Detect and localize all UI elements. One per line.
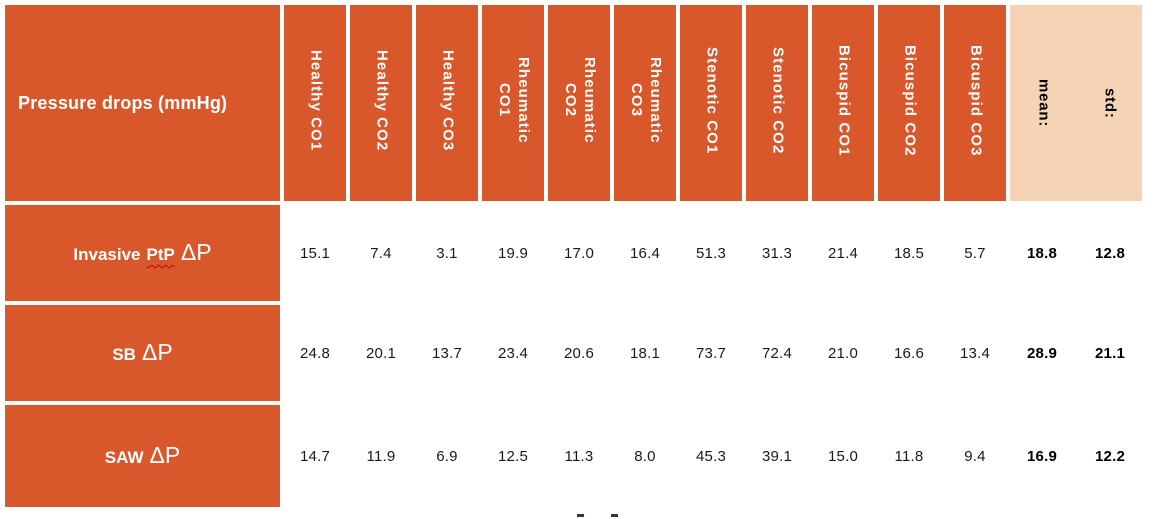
header-row: Pressure drops (mmHg) Healthy CO1 Health… xyxy=(5,5,1142,201)
value-cell: 18.1 xyxy=(614,305,676,401)
value-cell: 15.0 xyxy=(812,405,874,507)
mean-value-cell: 18.8 xyxy=(1010,205,1074,301)
value-cell: 15.1 xyxy=(284,205,346,301)
std-value-cell: 12.8 xyxy=(1078,205,1142,301)
value-cell: 31.3 xyxy=(746,205,808,301)
delta-p-symbol: ΔP xyxy=(149,442,181,468)
row-label-sb: SB ΔP xyxy=(5,305,280,401)
value-cell: 21.4 xyxy=(812,205,874,301)
table-row-saw: SAW ΔP 14.7 11.9 6.9 12.5 11.3 8.0 45.3 … xyxy=(5,405,1142,507)
value-cell: 12.5 xyxy=(482,405,544,507)
column-header-label: Bicuspid CO2 xyxy=(901,44,919,157)
value-cell: 17.0 xyxy=(548,205,610,301)
value-cell: 13.7 xyxy=(416,305,478,401)
column-header-bicuspid-co3: Bicuspid CO3 xyxy=(944,5,1006,201)
delta-p-symbol: ΔP xyxy=(180,239,212,265)
column-header-label: Rheumatic CO3 xyxy=(628,57,664,144)
column-header-label: Healthy CO2 xyxy=(373,49,391,152)
value-cell: 3.1 xyxy=(416,205,478,301)
value-cell: 45.3 xyxy=(680,405,742,507)
value-cell: 20.1 xyxy=(350,305,412,401)
column-header-label: Stenotic CO1 xyxy=(703,46,721,155)
column-header-healthy-co3: Healthy CO3 xyxy=(416,5,478,201)
value-cell: 5.7 xyxy=(944,205,1006,301)
column-header-label: Rheumatic CO2 xyxy=(562,57,598,144)
table-title: Pressure drops (mmHg) xyxy=(18,92,228,113)
caption-text-fragment xyxy=(611,514,618,517)
value-cell: 16.4 xyxy=(614,205,676,301)
value-cell: 24.8 xyxy=(284,305,346,401)
stat-header-cell: mean: std: xyxy=(1010,5,1142,201)
column-header-healthy-co1: Healthy CO1 xyxy=(284,5,346,201)
column-header-stenotic-co1: Stenotic CO1 xyxy=(680,5,742,201)
row-label-saw: SAW ΔP xyxy=(5,405,280,507)
value-cell: 20.6 xyxy=(548,305,610,401)
row-label-wrap: SB ΔP xyxy=(5,341,280,365)
mean-header: mean: xyxy=(1035,78,1053,128)
column-header-label: Healthy CO1 xyxy=(307,49,325,152)
column-header-rheumatic-co3: Rheumatic CO3 xyxy=(614,5,676,201)
column-header-label: Healthy CO3 xyxy=(439,49,457,152)
value-cell: 8.0 xyxy=(614,405,676,507)
stat-header-wrap: mean: std: xyxy=(1010,79,1142,127)
std-value-cell: 12.2 xyxy=(1078,405,1142,507)
column-header-label: Bicuspid CO1 xyxy=(835,44,853,157)
std-header: std: xyxy=(1101,87,1119,119)
row-label-text: SAW xyxy=(104,448,144,467)
table-row-sb: SB ΔP 24.8 20.1 13.7 23.4 20.6 18.1 73.7… xyxy=(5,305,1142,401)
value-cell: 21.0 xyxy=(812,305,874,401)
row-label-text: SB xyxy=(112,345,136,364)
column-header-label: Rheumatic CO1 xyxy=(496,57,532,144)
value-cell: 6.9 xyxy=(416,405,478,507)
column-header-rheumatic-co1: Rheumatic CO1 xyxy=(482,5,544,201)
value-cell: 23.4 xyxy=(482,305,544,401)
column-header-label: Bicuspid CO3 xyxy=(967,44,985,157)
delta-p-symbol: ΔP xyxy=(141,339,173,365)
mean-value-cell: 16.9 xyxy=(1010,405,1074,507)
pressure-drops-table: Pressure drops (mmHg) Healthy CO1 Health… xyxy=(1,1,1146,511)
column-header-stenotic-co2: Stenotic CO2 xyxy=(746,5,808,201)
std-value-cell: 21.1 xyxy=(1078,305,1142,401)
value-cell: 11.8 xyxy=(878,405,940,507)
mean-value-cell: 28.9 xyxy=(1010,305,1074,401)
table-title-cell: Pressure drops (mmHg) xyxy=(5,5,280,201)
value-cell: 16.6 xyxy=(878,305,940,401)
value-cell: 7.4 xyxy=(350,205,412,301)
value-cell: 39.1 xyxy=(746,405,808,507)
column-header-label: Stenotic CO2 xyxy=(769,46,787,155)
value-cell: 18.5 xyxy=(878,205,940,301)
column-header-bicuspid-co1: Bicuspid CO1 xyxy=(812,5,874,201)
column-header-healthy-co2: Healthy CO2 xyxy=(350,5,412,201)
column-header-rheumatic-co2: Rheumatic CO2 xyxy=(548,5,610,201)
value-cell: 51.3 xyxy=(680,205,742,301)
value-cell: 11.9 xyxy=(350,405,412,507)
column-header-bicuspid-co2: Bicuspid CO2 xyxy=(878,5,940,201)
value-cell: 14.7 xyxy=(284,405,346,507)
value-cell: 73.7 xyxy=(680,305,742,401)
row-label-invasive-ptp: Invasive PtP ΔP xyxy=(5,205,280,301)
row-label-text: Invasive xyxy=(73,245,141,264)
value-cell: 9.4 xyxy=(944,405,1006,507)
caption-text-fragment xyxy=(577,514,584,517)
value-cell: 72.4 xyxy=(746,305,808,401)
row-label-misspelled-text: PtP xyxy=(146,245,175,264)
value-cell: 13.4 xyxy=(944,305,1006,401)
row-label-wrap: Invasive PtP ΔP xyxy=(5,241,280,265)
row-label-wrap: SAW ΔP xyxy=(5,444,280,468)
value-cell: 11.3 xyxy=(548,405,610,507)
value-cell: 19.9 xyxy=(482,205,544,301)
table-row-invasive-ptp: Invasive PtP ΔP 15.1 7.4 3.1 19.9 17.0 1… xyxy=(5,205,1142,301)
